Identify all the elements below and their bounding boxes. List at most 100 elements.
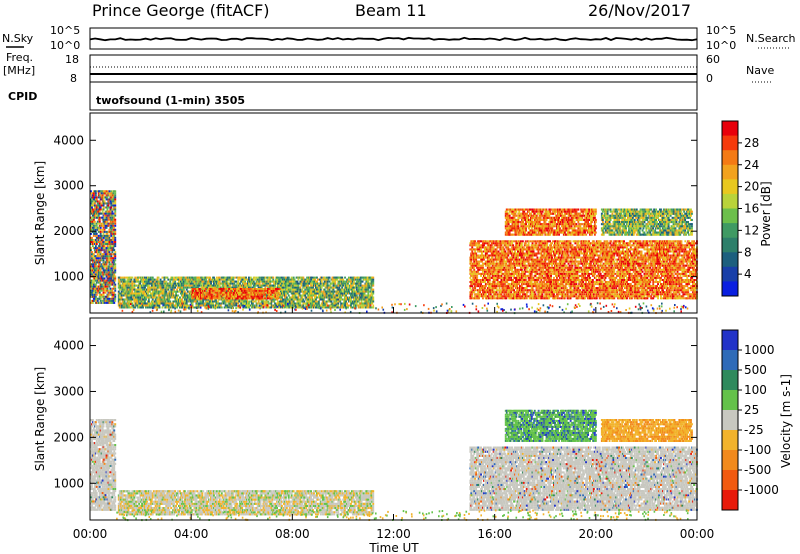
heatmap-cell bbox=[114, 285, 117, 288]
heatmap-cell bbox=[278, 284, 280, 287]
heatmap-cell bbox=[111, 289, 114, 292]
heatmap-cell bbox=[196, 278, 199, 281]
heatmap-cell bbox=[117, 292, 120, 295]
heatmap-cell bbox=[99, 283, 102, 286]
heatmap-cell bbox=[104, 212, 107, 215]
heatmap-cell bbox=[328, 280, 331, 283]
heatmap-cell bbox=[128, 302, 131, 305]
heatmap-cell bbox=[362, 306, 365, 309]
heatmap-cell bbox=[245, 276, 247, 279]
heatmap-cell bbox=[144, 300, 146, 303]
heatmap-cell bbox=[326, 290, 329, 293]
heatmap-cell bbox=[90, 208, 92, 211]
heatmap-cell bbox=[124, 284, 127, 287]
heatmap-cell bbox=[92, 220, 95, 223]
heatmap-cell bbox=[128, 286, 131, 289]
heatmap-cell bbox=[195, 282, 198, 285]
heatmap-cell bbox=[169, 296, 172, 299]
heatmap-cell bbox=[191, 295, 194, 298]
heatmap-cell bbox=[218, 278, 221, 281]
heatmap-cell bbox=[277, 297, 280, 300]
heatmap-cell bbox=[233, 297, 235, 300]
heatmap-cell bbox=[258, 282, 261, 285]
heatmap-cell bbox=[181, 278, 184, 281]
heatmap-cell bbox=[164, 298, 167, 301]
heatmap-cell bbox=[304, 278, 307, 281]
heatmap-cell bbox=[173, 286, 176, 289]
heatmap-cell bbox=[157, 298, 160, 301]
heatmap-cell bbox=[112, 214, 115, 217]
heatmap-cell bbox=[287, 278, 290, 281]
heatmap-cell bbox=[486, 240, 489, 243]
heatmap-cell bbox=[171, 294, 174, 297]
heatmap-cell bbox=[300, 284, 303, 287]
heatmap-cell bbox=[95, 293, 98, 296]
heatmap-cell bbox=[489, 246, 492, 249]
heatmap-cell bbox=[359, 284, 362, 287]
heatmap-cell bbox=[218, 306, 221, 309]
heatmap-cell bbox=[108, 200, 111, 203]
heatmap-cell bbox=[114, 212, 117, 215]
heatmap-cell bbox=[91, 291, 94, 294]
heatmap-cell bbox=[103, 299, 106, 302]
heatmap-cell bbox=[135, 288, 138, 291]
heatmap-cell bbox=[123, 280, 126, 283]
heatmap-cell bbox=[100, 224, 103, 227]
heatmap-cell bbox=[92, 241, 95, 243]
heatmap-cell bbox=[117, 294, 120, 297]
heatmap-cell bbox=[91, 202, 94, 205]
heatmap-cell bbox=[114, 241, 117, 243]
heatmap-cell bbox=[125, 304, 128, 307]
heatmap-cell bbox=[220, 288, 223, 290]
heatmap-cell bbox=[221, 289, 224, 292]
heatmap-cell bbox=[97, 269, 100, 272]
heatmap-cell bbox=[208, 286, 210, 289]
heatmap-cell bbox=[113, 196, 116, 199]
heatmap-cell bbox=[284, 294, 287, 297]
heatmap-cell bbox=[107, 204, 110, 207]
heatmap-cell bbox=[102, 249, 105, 252]
heatmap-cell bbox=[229, 300, 232, 303]
heatmap-cell bbox=[175, 306, 177, 309]
heatmap-cell bbox=[145, 282, 147, 285]
heatmap-cell bbox=[226, 276, 229, 279]
heatmap-cell bbox=[103, 251, 106, 254]
heatmap-cell bbox=[93, 214, 96, 217]
heatmap-cell bbox=[304, 290, 307, 293]
heatmap-cell bbox=[347, 282, 349, 285]
heatmap-cell bbox=[203, 286, 206, 289]
heatmap-cell bbox=[305, 296, 308, 299]
heatmap-cell bbox=[126, 286, 129, 289]
heatmap-cell bbox=[471, 295, 474, 298]
heatmap-cell bbox=[92, 192, 95, 195]
heatmap-cell bbox=[111, 257, 114, 260]
heatmap-cell bbox=[99, 198, 102, 201]
heatmap-cell bbox=[118, 302, 121, 305]
heatmap-cell bbox=[356, 278, 359, 281]
heatmap-cell bbox=[192, 300, 195, 303]
heatmap-cell bbox=[96, 210, 99, 213]
heatmap-cell bbox=[98, 216, 101, 219]
heatmap-cell bbox=[182, 296, 185, 299]
heatmap-cell bbox=[341, 292, 344, 295]
heatmap-cell bbox=[164, 276, 167, 279]
heatmap-cell bbox=[218, 298, 221, 301]
heatmap-cell bbox=[210, 284, 212, 287]
heatmap-cell bbox=[118, 276, 121, 279]
heatmap-cell bbox=[168, 306, 171, 309]
heatmap-cell bbox=[97, 241, 100, 243]
heatmap-cell bbox=[161, 292, 164, 295]
heatmap-cell bbox=[255, 293, 258, 296]
heatmap-cell bbox=[170, 278, 173, 281]
heatmap-cell bbox=[322, 298, 325, 301]
heatmap-cell bbox=[99, 273, 102, 276]
heatmap-cell bbox=[112, 222, 115, 225]
heatmap-cell bbox=[127, 280, 130, 283]
heatmap-cell bbox=[175, 276, 177, 279]
heatmap-cell bbox=[100, 301, 103, 304]
heatmap-cell bbox=[477, 285, 480, 288]
heatmap-cell bbox=[121, 288, 124, 291]
heatmap-cell bbox=[253, 306, 256, 309]
heatmap-cell bbox=[111, 214, 114, 217]
heatmap-cell bbox=[185, 300, 188, 303]
